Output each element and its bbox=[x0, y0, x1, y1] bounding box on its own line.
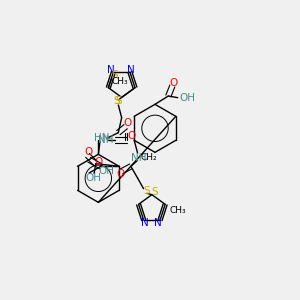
Text: O: O bbox=[128, 131, 136, 141]
Text: CH₂: CH₂ bbox=[140, 153, 157, 162]
Text: NH: NH bbox=[98, 135, 114, 145]
Text: CH₃: CH₃ bbox=[169, 206, 186, 215]
Text: N: N bbox=[141, 218, 149, 228]
Text: S: S bbox=[114, 96, 120, 106]
Text: O: O bbox=[123, 118, 131, 128]
Text: S: S bbox=[115, 96, 122, 106]
Text: NH: NH bbox=[131, 153, 147, 163]
Text: OH: OH bbox=[86, 173, 102, 183]
Text: O: O bbox=[84, 147, 92, 157]
Text: OH: OH bbox=[179, 93, 195, 103]
Text: S: S bbox=[143, 186, 149, 196]
Text: OH: OH bbox=[98, 166, 114, 176]
Text: S: S bbox=[111, 70, 118, 80]
Text: O: O bbox=[169, 78, 178, 88]
Text: HN: HN bbox=[94, 133, 110, 143]
Text: S: S bbox=[151, 187, 158, 197]
Text: O: O bbox=[116, 169, 124, 179]
Text: O: O bbox=[94, 157, 102, 167]
Text: N: N bbox=[154, 218, 161, 228]
Text: CH₃: CH₃ bbox=[111, 77, 128, 86]
Text: N: N bbox=[128, 65, 135, 75]
Text: N: N bbox=[107, 65, 115, 75]
